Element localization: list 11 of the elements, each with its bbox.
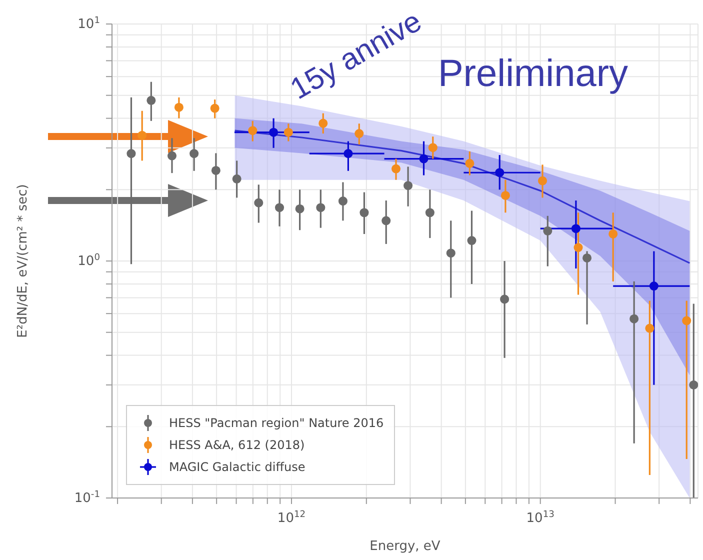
x-tick-label: 10$^{12}$ xyxy=(277,510,306,526)
y-axis-title: E²dN/dE, eV/(cm² * sec) xyxy=(16,184,31,338)
x-axis-title: Energy, eV xyxy=(370,539,440,554)
y-tick-label: 10$^{0}$ xyxy=(78,253,100,269)
legend-label: HESS "Pacman region" Nature 2016 xyxy=(169,416,384,430)
y-tick-label: 10$^{1}$ xyxy=(78,16,100,32)
legend-label: HESS A&A, 612 (2018) xyxy=(169,438,305,452)
annotation: Preliminary xyxy=(438,53,628,95)
y-tick-label: 10$^{-1}$ xyxy=(74,490,100,506)
x-tick-label: 10$^{13}$ xyxy=(526,510,555,526)
legend-label: MAGIC Galactic diffuse xyxy=(169,460,306,474)
